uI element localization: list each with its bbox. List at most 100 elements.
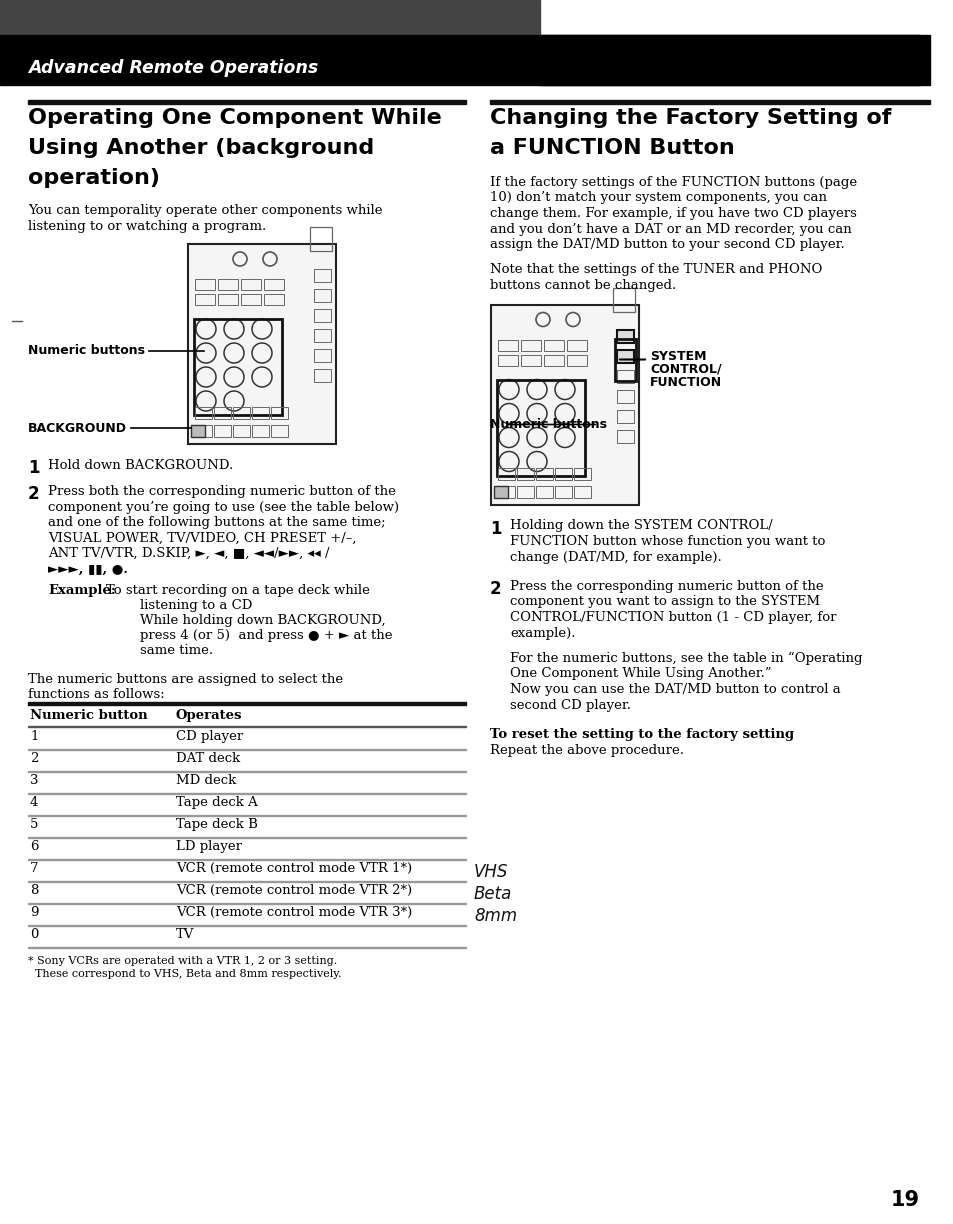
- Text: Tape deck A: Tape deck A: [175, 796, 257, 809]
- Bar: [574, 486, 590, 497]
- Text: functions as follows:: functions as follows:: [28, 688, 165, 701]
- Text: Hold down BACKGROUND.: Hold down BACKGROUND.: [48, 459, 233, 472]
- Text: change them. For example, if you have two CD players: change them. For example, if you have tw…: [490, 207, 856, 220]
- Text: change (DAT/MD, for example).: change (DAT/MD, for example).: [510, 551, 721, 563]
- Bar: [617, 329, 634, 343]
- Text: FUNCTION button whose function you want to: FUNCTION button whose function you want …: [510, 535, 824, 548]
- Bar: [0, 0, 539, 35]
- Text: VCR (remote control mode VTR 3*): VCR (remote control mode VTR 3*): [175, 906, 412, 919]
- Bar: [194, 279, 214, 290]
- Bar: [497, 379, 584, 475]
- Text: MD deck: MD deck: [175, 774, 236, 787]
- Bar: [314, 368, 331, 382]
- Text: To start recording on a tape deck while: To start recording on a tape deck while: [106, 584, 370, 597]
- Bar: [615, 339, 636, 381]
- Text: 1: 1: [28, 459, 39, 477]
- Text: Press both the corresponding numeric button of the: Press both the corresponding numeric but…: [48, 485, 395, 498]
- Bar: [555, 468, 572, 480]
- Text: ANT TV/VTR, D.SKIP, ►, ◄, ■, ◄◄/►►, ◂◂ /: ANT TV/VTR, D.SKIP, ►, ◄, ■, ◄◄/►►, ◂◂ /: [48, 547, 329, 561]
- Text: 7: 7: [30, 862, 38, 875]
- Text: Beta: Beta: [474, 885, 512, 903]
- Bar: [543, 355, 563, 366]
- Text: 6: 6: [30, 840, 38, 853]
- Text: 5: 5: [30, 818, 38, 831]
- Text: listening to or watching a program.: listening to or watching a program.: [28, 220, 266, 233]
- Text: One Component While Using Another.”: One Component While Using Another.”: [510, 667, 771, 681]
- Text: assign the DAT/MD button to your second CD player.: assign the DAT/MD button to your second …: [490, 237, 843, 251]
- Text: 10) don’t match your system components, you can: 10) don’t match your system components, …: [490, 191, 826, 204]
- Bar: [213, 408, 231, 419]
- Bar: [188, 244, 335, 444]
- Text: Using Another (background: Using Another (background: [28, 138, 374, 158]
- Bar: [617, 410, 634, 422]
- Bar: [28, 701, 465, 705]
- Text: 19: 19: [890, 1190, 919, 1211]
- Bar: [264, 294, 284, 305]
- Bar: [271, 425, 288, 437]
- Text: ►►►, ▮▮, ●.: ►►►, ▮▮, ●.: [48, 563, 128, 575]
- Text: and one of the following buttons at the same time;: and one of the following buttons at the …: [48, 517, 385, 529]
- Bar: [536, 486, 553, 497]
- Text: 9: 9: [30, 906, 38, 919]
- Text: * Sony VCRs are operated with a VTR 1, 2 or 3 setting.: * Sony VCRs are operated with a VTR 1, 2…: [28, 956, 337, 966]
- Text: While holding down BACKGROUND,: While holding down BACKGROUND,: [106, 614, 385, 627]
- Text: LD player: LD player: [175, 840, 242, 853]
- Bar: [555, 486, 572, 497]
- Bar: [191, 425, 205, 437]
- Bar: [497, 468, 515, 480]
- Text: To reset the setting to the factory setting: To reset the setting to the factory sett…: [490, 728, 793, 741]
- Text: These correspond to VHS, Beta and 8mm respectively.: These correspond to VHS, Beta and 8mm re…: [28, 969, 341, 979]
- Text: a FUNCTION Button: a FUNCTION Button: [490, 138, 734, 158]
- Bar: [252, 425, 269, 437]
- Text: 2: 2: [28, 485, 40, 503]
- Text: Note that the settings of the TUNER and PHONO: Note that the settings of the TUNER and …: [490, 263, 821, 277]
- Bar: [310, 226, 332, 251]
- Bar: [517, 468, 534, 480]
- Bar: [539, 35, 929, 84]
- Bar: [252, 408, 269, 419]
- Text: component you’re going to use (see the table below): component you’re going to use (see the t…: [48, 501, 398, 514]
- Text: Changing the Factory Setting of: Changing the Factory Setting of: [490, 108, 890, 129]
- Text: Operates: Operates: [175, 709, 242, 722]
- Bar: [520, 355, 540, 366]
- Bar: [218, 294, 237, 305]
- Text: If the factory settings of the FUNCTION buttons (page: If the factory settings of the FUNCTION …: [490, 176, 856, 188]
- Bar: [241, 279, 261, 290]
- Text: buttons cannot be changed.: buttons cannot be changed.: [490, 279, 676, 293]
- Text: 0: 0: [30, 928, 38, 941]
- Bar: [490, 100, 929, 104]
- Bar: [520, 339, 540, 350]
- Text: Numeric buttons: Numeric buttons: [28, 344, 145, 357]
- Bar: [497, 339, 517, 350]
- Text: TV: TV: [175, 928, 194, 941]
- Text: Example:: Example:: [48, 584, 115, 597]
- Bar: [494, 486, 507, 497]
- Bar: [194, 408, 212, 419]
- Bar: [0, 35, 919, 84]
- Bar: [617, 430, 634, 443]
- Text: Operating One Component While: Operating One Component While: [28, 108, 441, 129]
- Bar: [314, 308, 331, 322]
- Bar: [193, 319, 282, 415]
- Text: VHS: VHS: [474, 863, 508, 881]
- Bar: [497, 486, 515, 497]
- Text: Repeat the above procedure.: Repeat the above procedure.: [490, 744, 683, 756]
- Bar: [194, 294, 214, 305]
- Bar: [233, 425, 250, 437]
- Text: The numeric buttons are assigned to select the: The numeric buttons are assigned to sele…: [28, 673, 343, 685]
- Text: VISUAL POWER, TV/VIDEO, CH PRESET +/–,: VISUAL POWER, TV/VIDEO, CH PRESET +/–,: [48, 531, 356, 545]
- Text: Numeric button: Numeric button: [30, 709, 148, 722]
- Text: BACKGROUND: BACKGROUND: [28, 421, 127, 435]
- Bar: [536, 468, 553, 480]
- Bar: [194, 425, 212, 437]
- Bar: [314, 269, 331, 282]
- Bar: [497, 355, 517, 366]
- Bar: [264, 279, 284, 290]
- Bar: [617, 350, 634, 362]
- Text: 2: 2: [30, 752, 38, 765]
- Bar: [314, 289, 331, 302]
- Bar: [617, 370, 634, 382]
- Text: component you want to assign to the SYSTEM: component you want to assign to the SYST…: [510, 596, 820, 608]
- Text: Press the corresponding numeric button of the: Press the corresponding numeric button o…: [510, 580, 822, 592]
- Text: 8: 8: [30, 884, 38, 897]
